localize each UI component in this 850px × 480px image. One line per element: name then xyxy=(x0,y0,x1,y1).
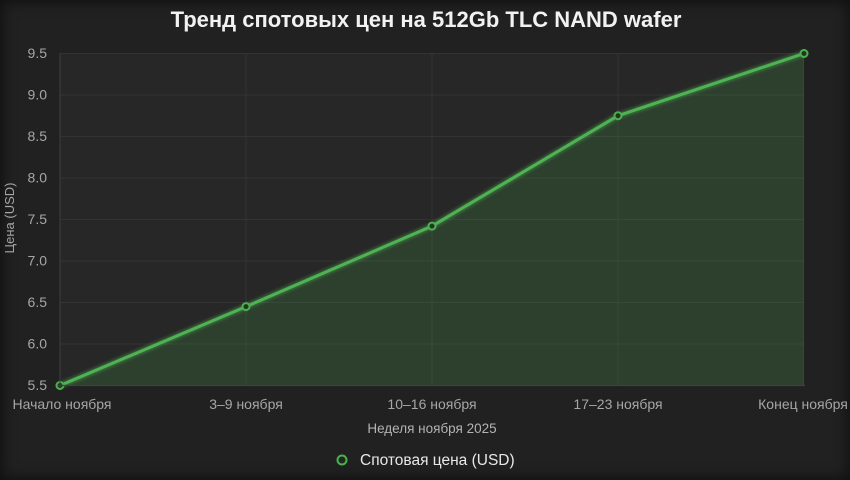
svg-text:7.0: 7.0 xyxy=(28,253,48,269)
svg-text:7.5: 7.5 xyxy=(28,211,48,227)
svg-text:Конец ноября: Конец ноября xyxy=(758,396,848,412)
svg-text:Начало ноября: Начало ноября xyxy=(13,396,112,412)
svg-text:8.5: 8.5 xyxy=(28,128,48,144)
svg-text:Неделя ноября 2025: Неделя ноября 2025 xyxy=(367,421,496,436)
svg-text:5.5: 5.5 xyxy=(28,377,48,393)
svg-text:Спотовая цена (USD): Спотовая цена (USD) xyxy=(360,452,515,469)
svg-text:9.0: 9.0 xyxy=(28,87,48,103)
svg-text:17–23 ноября: 17–23 ноября xyxy=(573,396,662,412)
svg-text:10–16 ноября: 10–16 ноября xyxy=(387,396,476,412)
svg-text:8.0: 8.0 xyxy=(28,170,48,186)
svg-text:Тренд спотовых цен на 512Gb TL: Тренд спотовых цен на 512Gb TLC NAND waf… xyxy=(171,7,682,32)
svg-text:6.5: 6.5 xyxy=(28,294,48,310)
svg-text:6.0: 6.0 xyxy=(28,336,48,352)
svg-text:3–9 ноября: 3–9 ноября xyxy=(209,396,283,412)
svg-text:Цена (USD): Цена (USD) xyxy=(2,183,17,254)
svg-text:9.5: 9.5 xyxy=(28,45,48,61)
